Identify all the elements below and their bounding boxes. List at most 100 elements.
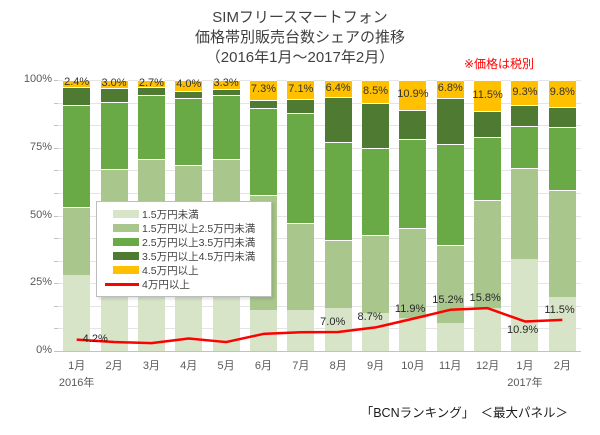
x-axis-label: 4月 — [170, 357, 207, 373]
bar-segment — [287, 310, 314, 351]
legend-label: 2.5万円以上3.5万円未満 — [142, 235, 255, 250]
bar-segment — [511, 259, 538, 351]
bar-13 — [511, 80, 538, 351]
legend-color-swatch — [113, 210, 139, 218]
bar-segment — [362, 103, 389, 147]
legend-color-swatch — [113, 238, 139, 246]
x-axis-label: 2月 — [544, 357, 581, 373]
legend-label: 4万円以上 — [142, 277, 190, 292]
y-axis-tick — [54, 306, 58, 307]
x-axis-year-label: 2017年 — [500, 374, 549, 390]
grid-line — [58, 170, 581, 171]
x-axis-label: 3月 — [133, 357, 170, 373]
grid-line — [58, 193, 581, 194]
bar-segment — [175, 98, 202, 165]
bar-segment — [474, 308, 501, 351]
y-axis-tick — [54, 283, 58, 284]
bar-segment — [287, 113, 314, 222]
legend-line-swatch — [105, 283, 139, 286]
y-axis-label: 0% — [16, 344, 52, 356]
line-value-label: 11.5% — [544, 304, 574, 316]
bar-segment — [511, 105, 538, 125]
bar-value-label: 9.8% — [540, 86, 584, 98]
x-axis-label: 11月 — [432, 357, 469, 373]
bar-segment — [63, 87, 90, 106]
y-axis-tick — [54, 216, 58, 217]
bar-segment — [325, 240, 352, 307]
y-axis-tick — [54, 103, 58, 104]
bar-segment — [437, 144, 464, 245]
x-axis-year-label: 2016年 — [52, 374, 101, 390]
x-axis-label: 1月 — [58, 357, 95, 373]
y-axis-tick — [54, 193, 58, 194]
line-value-label: 15.2% — [432, 294, 463, 306]
legend-row: 4万円以上 — [101, 277, 267, 291]
x-axis-label: 1月 — [506, 357, 543, 373]
bar-segment — [213, 297, 240, 351]
y-axis-tick — [54, 238, 58, 239]
bar-segment — [287, 223, 314, 311]
x-axis-label: 7月 — [282, 357, 319, 373]
bar-segment — [101, 88, 128, 102]
bar-segment — [250, 100, 277, 108]
bar-8 — [325, 80, 352, 351]
chart-legend: 1.5万円未満1.5万円以上2.5万円未満2.5万円以上3.5万円未満3.5万円… — [96, 201, 272, 297]
bar-1 — [63, 80, 90, 351]
bar-11 — [437, 80, 464, 351]
bar-9 — [362, 80, 389, 351]
bar-segment — [63, 105, 90, 207]
bar-segment — [250, 108, 277, 194]
bar-segment — [437, 323, 464, 351]
grid-line — [58, 125, 581, 126]
bar-segment — [549, 127, 576, 189]
x-axis-label: 12月 — [469, 357, 506, 373]
bar-segment — [511, 168, 538, 259]
grid-line — [58, 306, 581, 307]
bar-segment — [325, 97, 352, 142]
bar-segment — [63, 207, 90, 275]
bar-segment — [474, 111, 501, 137]
line-value-label: 4.2% — [83, 333, 108, 345]
bar-segment — [549, 190, 576, 298]
grid-line — [58, 328, 581, 329]
legend-label: 1.5万円未満 — [142, 207, 199, 222]
y-axis-tick — [54, 328, 58, 329]
bar-segment — [399, 139, 426, 228]
y-axis-label: 100% — [16, 73, 52, 85]
bar-segment — [213, 95, 240, 159]
legend-label: 3.5万円以上4.5万円未満 — [142, 249, 255, 264]
y-axis-tick — [54, 351, 58, 352]
x-axis-label: 10月 — [394, 357, 431, 373]
bar-segment — [399, 110, 426, 140]
bar-segment — [362, 148, 389, 236]
bar-segment — [101, 102, 128, 170]
legend-label: 4.5万円以上 — [142, 263, 199, 278]
bar-segment — [511, 126, 538, 168]
y-axis-label: 25% — [16, 276, 52, 288]
y-axis-tick — [54, 170, 58, 171]
line-value-label: 10.9% — [507, 324, 538, 336]
bar-segment — [287, 99, 314, 113]
source-caption: 「BCNランキング」 ＜最大パネル＞ — [0, 402, 568, 421]
grid-line — [58, 351, 581, 352]
legend-label: 1.5万円以上2.5万円未満 — [142, 221, 255, 236]
line-value-label: 7.0% — [320, 316, 345, 328]
bar-7 — [287, 80, 314, 351]
bar-segment — [325, 308, 352, 351]
bar-12 — [474, 80, 501, 351]
line-value-label: 8.7% — [358, 311, 383, 323]
y-axis-tick — [54, 261, 58, 262]
x-axis-label: 5月 — [207, 357, 244, 373]
y-axis-label: 50% — [16, 209, 52, 221]
bar-segment — [437, 245, 464, 323]
bar-segment — [362, 235, 389, 313]
legend-color-swatch — [113, 266, 139, 274]
bar-segment — [250, 310, 277, 351]
bar-segment — [138, 95, 165, 158]
plot-area: 0%25%50%75%100%2.4%3.0%2.7%4.0%3.3%7.3%7… — [0, 0, 600, 435]
legend-row: 2.5万円以上3.5万円未満 — [101, 235, 267, 249]
y-axis-tick — [54, 148, 58, 149]
bar-segment — [399, 318, 426, 351]
grid-line — [58, 103, 581, 104]
x-axis-label: 9月 — [357, 357, 394, 373]
